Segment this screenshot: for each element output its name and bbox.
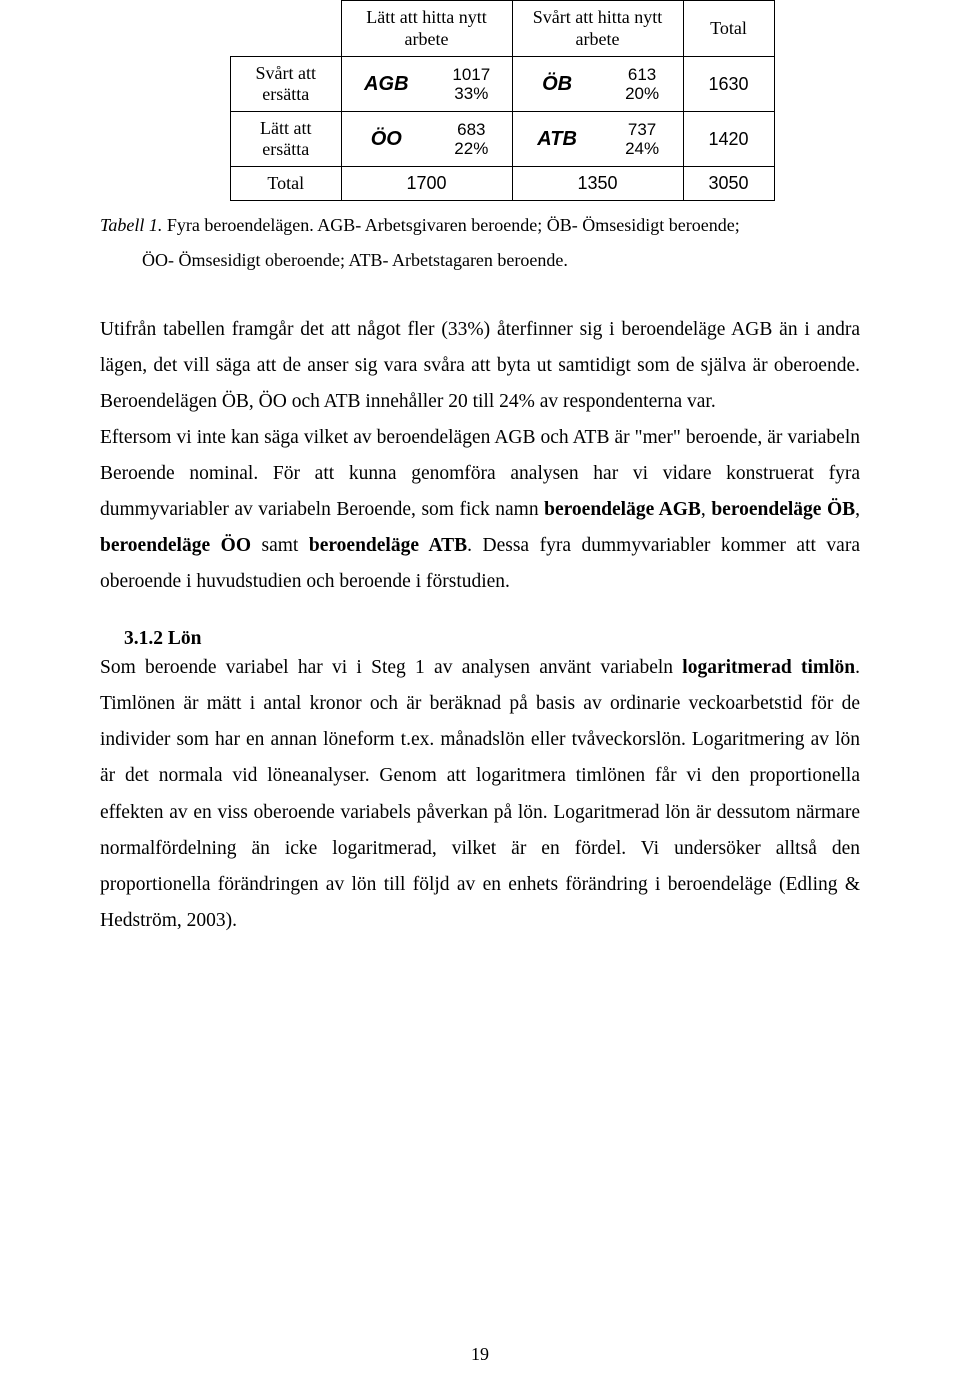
cell-code: ÖO xyxy=(341,112,431,167)
cell-vals: 68322% xyxy=(431,112,512,167)
footer-c1: 1700 xyxy=(341,167,512,201)
row-label-1: Svårt att ersätta xyxy=(231,57,342,112)
table-caption-line1: Tabell 1. Fyra beroendelägen. AGB- Arbet… xyxy=(100,209,860,242)
dependency-table: Lätt att hitta nytt arbete Svårt att hit… xyxy=(230,0,775,201)
footer-c2: 1350 xyxy=(512,167,683,201)
footer-c3: 3050 xyxy=(683,167,774,201)
page-number: 19 xyxy=(0,1344,960,1365)
col-header-1: Lätt att hitta nytt arbete xyxy=(341,1,512,57)
cell-vals: 101733% xyxy=(431,57,512,112)
col-header-2: Svårt att hitta nytt arbete xyxy=(512,1,683,57)
cell-vals: 73724% xyxy=(602,112,683,167)
table-row: Lätt att ersätta ÖO 68322% ATB 73724% 14… xyxy=(231,112,775,167)
paragraph-lon: Som beroende variabel har vi i Steg 1 av… xyxy=(100,650,860,939)
cell-code: ATB xyxy=(512,112,602,167)
footer-label: Total xyxy=(231,167,342,201)
table-row: Svårt att ersätta AGB 101733% ÖB 61320% … xyxy=(231,57,775,112)
table-footer: Total 1700 1350 3050 xyxy=(231,167,775,201)
paragraph-1: Utifrån tabellen framgår det att något f… xyxy=(100,312,860,601)
cell-total: 1630 xyxy=(683,57,774,112)
cell-total: 1420 xyxy=(683,112,774,167)
cell-code: ÖB xyxy=(512,57,602,112)
subheading-lon: 3.1.2 Lön xyxy=(124,628,860,650)
row-label-2: Lätt att ersätta xyxy=(231,112,342,167)
cell-vals: 61320% xyxy=(602,57,683,112)
table-caption-line2: ÖO- Ömsesidigt oberoende; ATB- Arbetstag… xyxy=(142,244,860,277)
col-header-3: Total xyxy=(683,1,774,57)
cell-code: AGB xyxy=(341,57,431,112)
